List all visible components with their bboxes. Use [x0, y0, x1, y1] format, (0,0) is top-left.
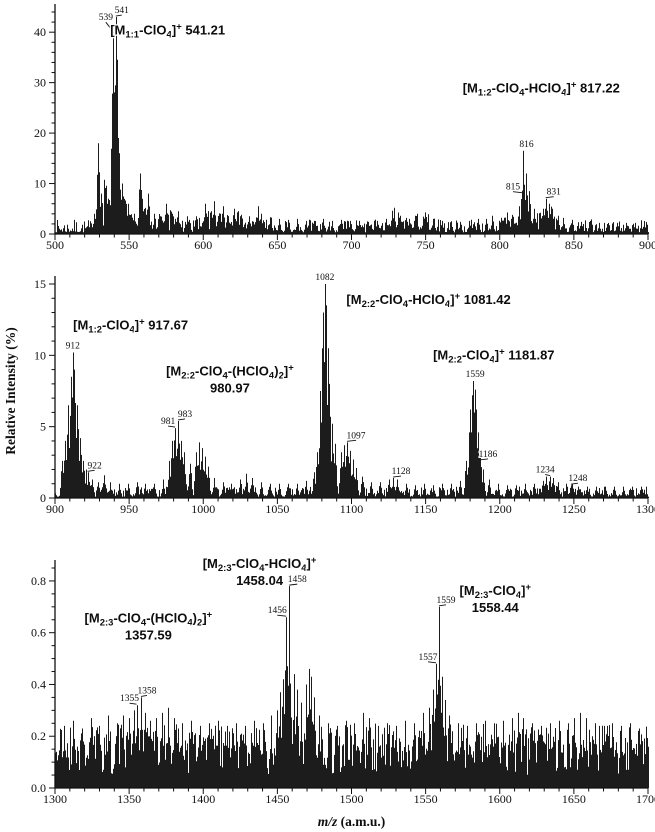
annotation: [M2:2-ClO4-(HClO4)2]+: [166, 362, 294, 381]
x-tick-label: 850: [565, 238, 583, 252]
x-tick-label: 900: [639, 238, 655, 252]
y-tick-label: 20: [34, 126, 46, 140]
x-tick-label: 1350: [117, 792, 141, 806]
x-tick-label: 950: [120, 502, 138, 516]
y-tick-label: 0.4: [31, 677, 46, 691]
y-tick-label: 0.0: [31, 781, 46, 795]
axes: [54, 4, 648, 235]
x-tick-label: 500: [46, 238, 64, 252]
axes: [54, 276, 648, 499]
annotation: 1558.44: [472, 600, 520, 615]
annotation: [M1:2-ClO4-HClO4]+ 817.22: [463, 80, 620, 99]
annotation: [M1:2-ClO4]+ 917.67: [73, 317, 188, 336]
x-tick-label: 1000: [191, 502, 215, 516]
peak-label: 1559: [466, 370, 485, 380]
peak-label: 1355: [120, 694, 139, 704]
x-tick-label: 800: [491, 238, 509, 252]
peak-label: 1248: [568, 474, 587, 484]
annotation: [M2:3-ClO4]+: [460, 582, 532, 601]
x-tick-label: 1300: [43, 792, 67, 806]
peak-label: 922: [87, 461, 102, 471]
y-tick-label: 0.2: [31, 729, 46, 743]
tick-labels: 500 550 600 650 700 750 800 850 900 0 10 20 30 40: [34, 25, 655, 252]
y-tick-label: 0: [40, 227, 46, 241]
y-tick-label: 15: [34, 277, 46, 291]
annotation: [M2:2-ClO4]+ 1181.87: [433, 347, 554, 366]
annotation: 1458.04: [236, 573, 284, 588]
peak-label: 831: [547, 188, 562, 198]
x-tick-label: 1250: [562, 502, 586, 516]
peak-label: 1358: [137, 686, 156, 696]
tick-marks: [49, 283, 649, 504]
annotation: 1357.59: [125, 627, 172, 642]
peak-label: 1234: [536, 466, 555, 476]
x-tick-label: 1050: [265, 502, 289, 516]
tick-marks: [49, 567, 649, 794]
spectrum-sticks: [55, 17, 649, 234]
x-tick-label: 600: [194, 238, 212, 252]
peak-label: 1128: [392, 467, 411, 477]
y-tick-label: 10: [34, 348, 46, 362]
peak-label: 1557: [419, 653, 438, 663]
y-tick-label: 30: [34, 76, 46, 90]
annotation: [M2:2-ClO4-HClO4]+ 1081.42: [346, 291, 510, 310]
x-tick-label: 1200: [488, 502, 512, 516]
annotation: [M1:1-ClO4]+ 541.21: [110, 22, 225, 41]
x-tick-label: 900: [46, 502, 64, 516]
peak-label: 983: [178, 410, 193, 420]
x-tick-label: 1600: [488, 792, 512, 806]
x-axis-title: m/z (a.m.u.): [318, 814, 386, 829]
annotation: 980.97: [210, 380, 250, 395]
tick-marks: [49, 11, 649, 240]
y-tick-label: 10: [34, 177, 46, 191]
x-tick-label: 700: [343, 238, 361, 252]
annotations: [M1:1-ClO4]+ 541.21 [M1:2-ClO4-HClO4]+ 81…: [109, 20, 621, 100]
x-tick-label: 1650: [562, 792, 586, 806]
annotation: [M2:3-ClO4-HClO4]+: [203, 555, 317, 574]
x-tick-label: 1300: [636, 502, 655, 516]
x-tick-label: 1550: [414, 792, 438, 806]
x-tick-label: 1500: [340, 792, 364, 806]
x-tick-label: 550: [120, 238, 138, 252]
peak-label: 1559: [436, 596, 455, 606]
x-tick-label: 650: [268, 238, 286, 252]
x-tick-label: 750: [417, 238, 435, 252]
peak-label: 1186: [479, 450, 498, 460]
x-tick-label: 1450: [265, 792, 289, 806]
peak-label: 912: [66, 341, 81, 351]
peak-label: 981: [161, 417, 176, 427]
y-tick-label: 5: [40, 420, 46, 434]
peak-label: 1097: [347, 431, 366, 441]
x-tick-label: 1150: [414, 502, 438, 516]
y-tick-label: 0.6: [31, 626, 46, 640]
tick-labels: 900 950 1000 1050 1100 1150 1200 1250 1300 0 5 10 15: [34, 277, 655, 516]
spectrum-panel-top: 500 550 600 650 700 750 800 850 9000102030405395…: [34, 4, 655, 252]
spectrum-panel-middle: 900 950 1000 1050 1100 1150 1200 1250 1300 0 5 10 15…: [3, 272, 655, 516]
y-tick-label: 0: [40, 491, 46, 505]
peak-label: 539: [99, 13, 114, 23]
peak-label: 541: [115, 6, 130, 16]
y-axis-title: Relative Intensity (%): [3, 327, 18, 454]
peak-label: 1456: [268, 606, 287, 616]
peak-label: 1458: [288, 575, 307, 585]
y-tick-label: 40: [34, 25, 46, 39]
peak-label: 1082: [315, 273, 334, 283]
y-tick-label: 0.8: [31, 574, 46, 588]
x-tick-label: 1100: [340, 502, 364, 516]
annotation: [M2:3-ClO4-(HClO4)2]+: [85, 609, 213, 628]
annotations: [M2:3-ClO4-(HClO4)2]+1357.59 [M2:3-ClO4-H…: [83, 554, 532, 644]
peak-label: 816: [519, 140, 534, 150]
peak-label: 815: [506, 183, 521, 193]
annotations: [M1:2-ClO4]+ 917.67 [M2:2-ClO4-(HClO4)2]+…: [72, 290, 556, 397]
x-tick-label: 1400: [191, 792, 215, 806]
